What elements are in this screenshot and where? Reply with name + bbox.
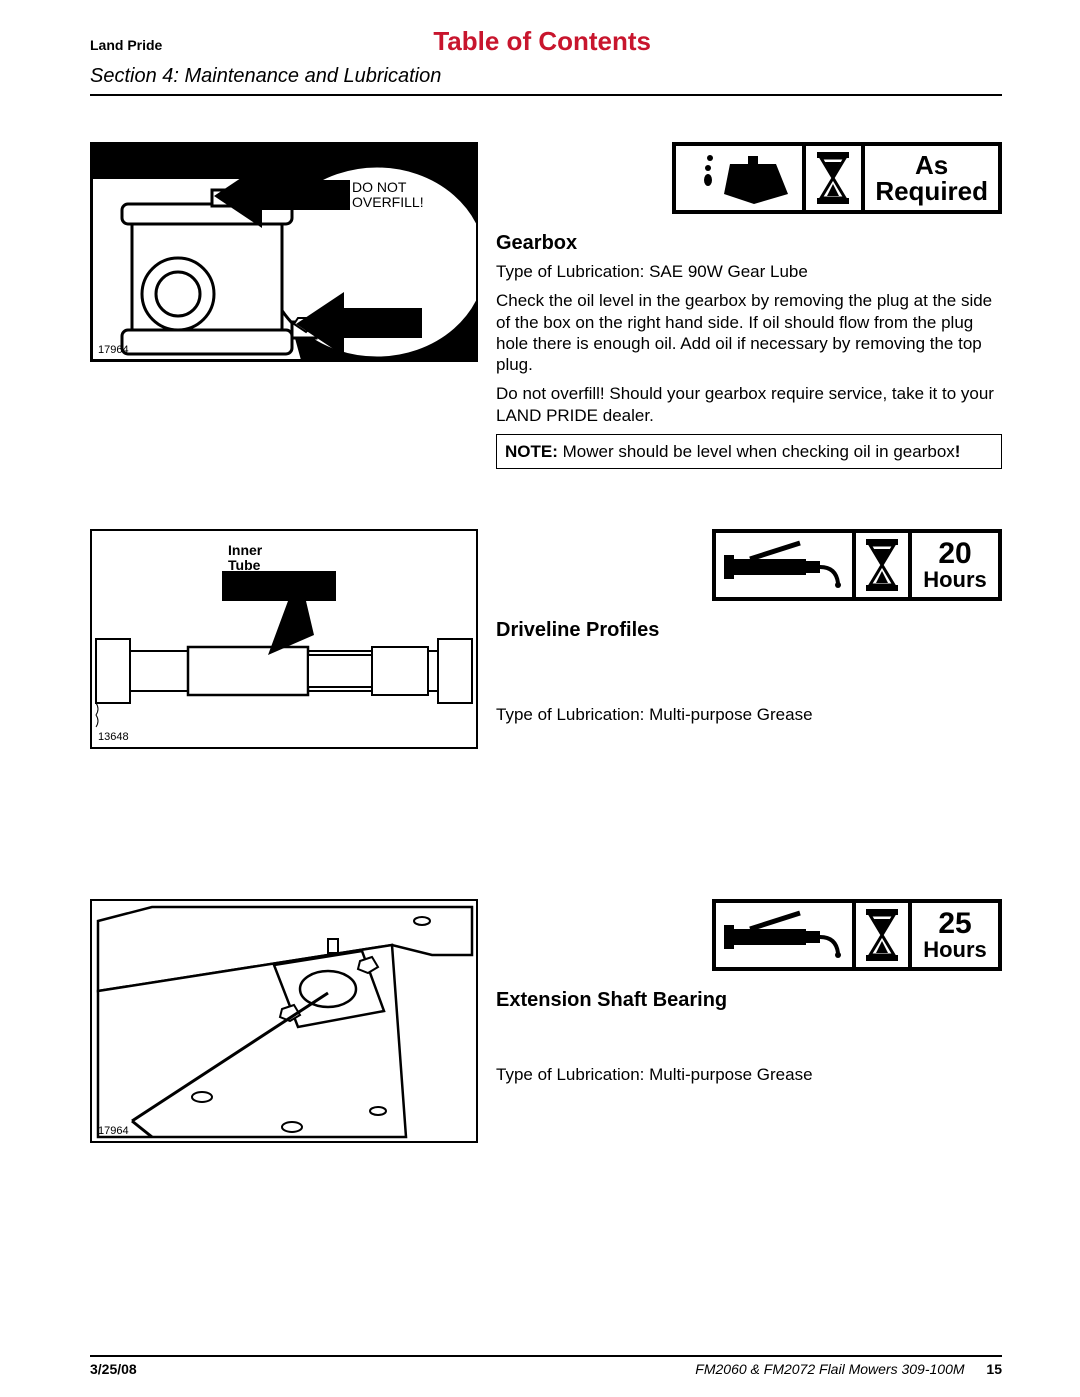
oil-can-icon xyxy=(684,150,794,206)
driveline-illustration xyxy=(92,531,476,747)
hourglass-icon xyxy=(860,537,904,593)
note-label: NOTE: xyxy=(505,442,558,461)
gearbox-callout: DO NOT OVERFILL! xyxy=(352,180,424,211)
extshaft-row: 17964 xyxy=(90,899,1002,1143)
footer-page-number: 15 xyxy=(986,1361,1002,1377)
interval-asreq-l2: Required xyxy=(875,178,988,204)
driveline-heading: Driveline Profiles xyxy=(496,619,1002,642)
footer-rule xyxy=(90,1355,1002,1357)
gearbox-row: DO NOT OVERFILL! 17964 xyxy=(90,142,1002,469)
hourglass-icon xyxy=(860,907,904,963)
gearbox-lube: Type of Lubrication: SAE 90W Gear Lube xyxy=(496,261,1002,282)
hourglass-icon xyxy=(811,150,855,206)
interval-25-unit: Hours xyxy=(923,939,987,961)
extshaft-figure: 17964 xyxy=(90,899,478,1143)
interval-20-unit: Hours xyxy=(923,569,987,591)
interval-20-hours: 20 Hours xyxy=(712,529,1002,601)
extshaft-lube: Type of Lubrication: Multi-purpose Greas… xyxy=(496,1064,1002,1085)
interval-asreq-l1: As xyxy=(915,152,948,178)
driveline-row: Inner Tube 13648 xyxy=(90,529,1002,749)
grease-gun-icon xyxy=(720,537,848,593)
brand-label: Land Pride xyxy=(90,37,162,53)
extshaft-heading: Extension Shaft Bearing xyxy=(496,989,1002,1012)
gearbox-p1: Check the oil level in the gearbox by re… xyxy=(496,290,1002,375)
toc-title: Table of Contents xyxy=(162,26,922,57)
interval-25-hours: 25 Hours xyxy=(712,899,1002,971)
note-excl: ! xyxy=(955,442,961,461)
gearbox-illustration xyxy=(92,144,476,360)
driveline-fig-number: 13648 xyxy=(98,731,129,743)
interval-as-required: As Required xyxy=(672,142,1002,214)
gearbox-note: NOTE: Mower should be level when checkin… xyxy=(496,434,1002,469)
footer-date: 3/25/08 xyxy=(90,1361,137,1377)
gearbox-heading: Gearbox xyxy=(496,232,1002,255)
page-header: Land Pride Table of Contents xyxy=(90,26,1002,57)
interval-20-num: 20 xyxy=(938,539,971,569)
driveline-callout-l2: Tube xyxy=(228,557,260,573)
note-text: Mower should be level when checking oil … xyxy=(558,442,955,461)
grease-gun-icon xyxy=(720,907,848,963)
driveline-figure: Inner Tube 13648 xyxy=(90,529,478,749)
extshaft-fig-number: 17964 xyxy=(98,1125,129,1137)
driveline-lube: Type of Lubrication: Multi-purpose Greas… xyxy=(496,704,1002,725)
gearbox-p2: Do not overfill! Should your gearbox req… xyxy=(496,383,1002,426)
extshaft-illustration xyxy=(92,901,476,1141)
driveline-callout-l1: Inner xyxy=(228,542,262,558)
interval-25-num: 25 xyxy=(938,909,971,939)
footer-model: FM2060 & FM2072 Flail Mowers 309-100M xyxy=(695,1361,964,1377)
gearbox-figure: DO NOT OVERFILL! 17964 xyxy=(90,142,478,362)
page-footer: 3/25/08 FM2060 & FM2072 Flail Mowers 309… xyxy=(90,1355,1002,1377)
section-title: Section 4: Maintenance and Lubrication xyxy=(90,65,1002,88)
gearbox-fig-number: 17964 xyxy=(98,344,129,356)
header-rule xyxy=(90,94,1002,96)
